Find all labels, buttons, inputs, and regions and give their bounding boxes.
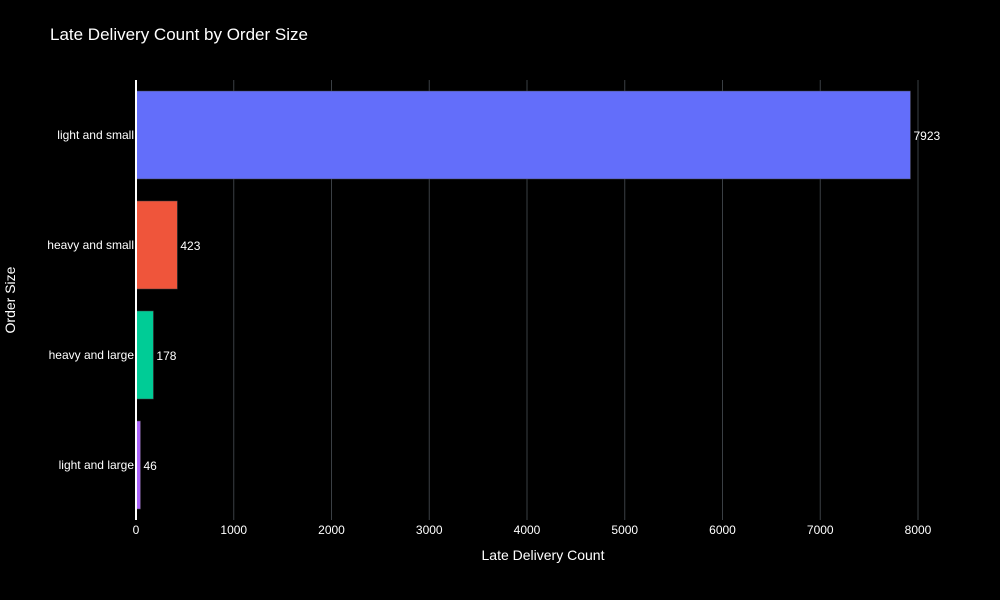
x-tick-label: 5000 <box>611 523 638 537</box>
x-tick-label: 1000 <box>220 523 247 537</box>
bar[interactable] <box>135 90 911 180</box>
chart-title: Late Delivery Count by Order Size <box>50 25 308 44</box>
bars <box>135 90 911 510</box>
x-tick-labels: 0 1000 2000 3000 4000 5000 6000 7000 8000 <box>133 523 932 537</box>
x-axis-title: Late Delivery Count <box>482 547 605 563</box>
data-label: 178 <box>156 349 176 363</box>
bar[interactable] <box>135 200 178 290</box>
y-tick-label: light and small <box>57 128 134 142</box>
y-tick-label: light and large <box>59 458 135 472</box>
x-tick-label: 2000 <box>318 523 345 537</box>
x-tick-label: 8000 <box>905 523 932 537</box>
x-tick-label: 7000 <box>807 523 834 537</box>
y-tick-label: heavy and large <box>49 348 135 362</box>
x-tick-label: 0 <box>133 523 140 537</box>
y-tick-labels: light and small heavy and small heavy and … <box>47 128 134 472</box>
data-label: 7923 <box>913 129 940 143</box>
y-axis-title: Order Size <box>2 266 18 333</box>
data-labels: 7923 423 178 46 <box>143 129 940 473</box>
data-label: 46 <box>143 459 157 473</box>
x-tick-label: 3000 <box>416 523 443 537</box>
bar[interactable] <box>135 310 154 400</box>
y-tick-label: heavy and small <box>47 238 134 252</box>
data-label: 423 <box>180 239 200 253</box>
x-tick-label: 6000 <box>709 523 736 537</box>
x-tick-label: 4000 <box>514 523 541 537</box>
